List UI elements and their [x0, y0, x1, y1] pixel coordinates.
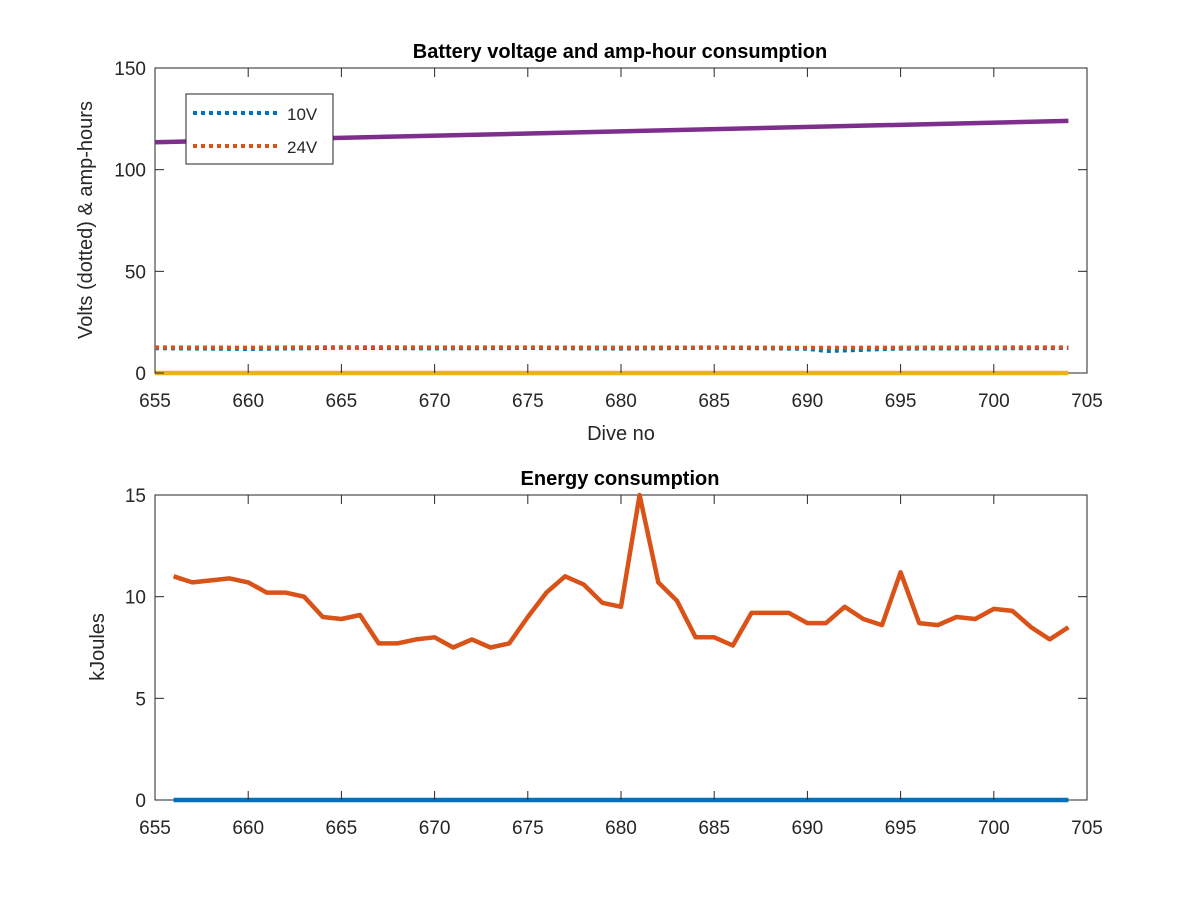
- top-x-tick-label: 700: [978, 391, 1010, 412]
- top-x-tick-label: 655: [139, 391, 171, 412]
- bottom-subplot: 655 660 665 670 675 680 685 690 695 700 705 0 5 10 15…: [87, 468, 1103, 839]
- bottom-x-tick-label: 665: [326, 818, 358, 839]
- top-y-axis-label: Volts (dotted) & amp-hours: [75, 101, 97, 339]
- top-y-tick-label: 100: [114, 161, 146, 182]
- bottom-y-tick-label: 15: [125, 486, 146, 507]
- bottom-series-2-line: [172, 492, 1070, 650]
- bottom-x-ticks: 655 660 665 670 675 680 685 690 695 700 705: [139, 495, 1103, 839]
- bottom-y-tick-label: 10: [125, 588, 146, 609]
- legend-label-10v: 10V: [287, 105, 318, 124]
- top-x-tick-label: 690: [792, 391, 824, 412]
- bottom-chart-title: Energy consumption: [521, 468, 720, 490]
- top-x-tick-label: 660: [232, 391, 264, 412]
- bottom-x-tick-label: 675: [512, 818, 544, 839]
- bottom-x-tick-label: 680: [605, 818, 637, 839]
- top-x-tick-label: 670: [419, 391, 451, 412]
- top-x-tick-label: 675: [512, 391, 544, 412]
- top-x-tick-label: 705: [1071, 391, 1103, 412]
- bottom-x-tick-label: 655: [139, 818, 171, 839]
- top-x-tick-label: 680: [605, 391, 637, 412]
- top-y-tick-label: 150: [114, 59, 146, 80]
- top-x-tick-label: 695: [885, 391, 917, 412]
- bottom-x-tick-label: 705: [1071, 818, 1103, 839]
- bottom-x-tick-label: 690: [792, 818, 824, 839]
- top-series-24v-line: [154, 345, 1069, 350]
- bottom-x-tick-label: 695: [885, 818, 917, 839]
- top-y-tick-label: 50: [125, 262, 146, 283]
- top-x-tick-label: 665: [326, 391, 358, 412]
- legend-box: [185, 93, 334, 165]
- top-y-ticks: 0 50 100 150: [114, 59, 1087, 385]
- bottom-y-tick-label: 0: [135, 791, 146, 812]
- bottom-y-tick-label: 5: [135, 689, 146, 710]
- top-x-tick-label: 685: [698, 391, 730, 412]
- bottom-y-ticks: 0 5 10 15: [125, 486, 1087, 812]
- legend: 10V 24V: [185, 93, 334, 165]
- bottom-x-tick-label: 660: [232, 818, 264, 839]
- bottom-plot-area: [154, 494, 1088, 801]
- legend-label-24v: 24V: [287, 138, 318, 157]
- bottom-y-axis-label: kJoules: [87, 613, 109, 681]
- bottom-x-tick-label: 700: [978, 818, 1010, 839]
- top-x-ticks: 655 660 665 670 675 680 685 690 695 700 705: [139, 68, 1103, 412]
- top-subplot: 655 660 665 670 675 680 685 690 695 700 705 0 50 100…: [75, 41, 1103, 445]
- top-chart-title: Battery voltage and amp-hour consumption: [413, 41, 827, 63]
- bottom-x-tick-label: 670: [419, 818, 451, 839]
- bottom-x-tick-label: 685: [698, 818, 730, 839]
- top-x-axis-label: Dive no: [587, 423, 655, 445]
- top-y-tick-label: 0: [135, 364, 146, 385]
